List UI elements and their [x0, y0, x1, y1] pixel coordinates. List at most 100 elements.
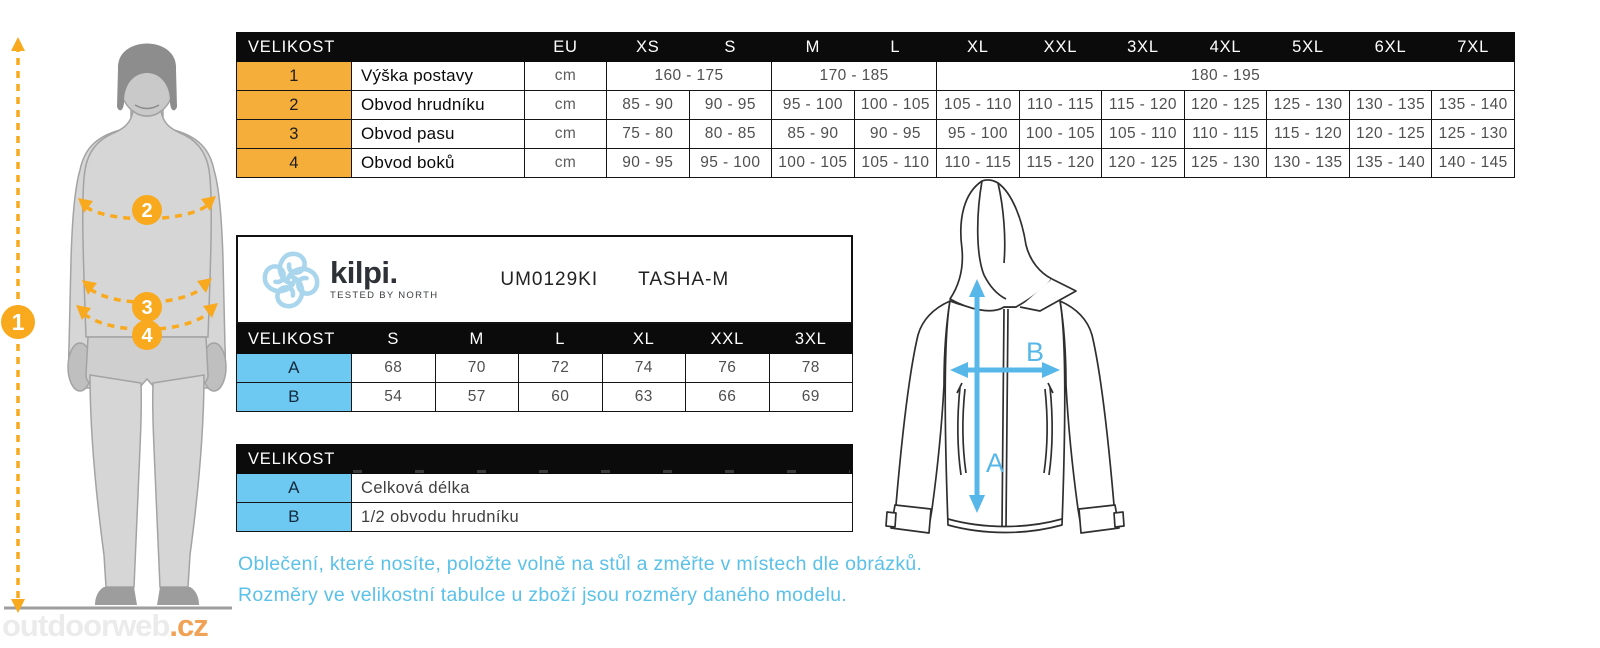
- badge-3: 3: [141, 297, 152, 319]
- value-cell: 170 - 185: [771, 61, 938, 91]
- brand-tagline: TESTED BY NORTH: [330, 290, 439, 301]
- watermark-name: outdoorweb: [2, 608, 170, 643]
- label-a: A: [986, 448, 1004, 478]
- table-row: 3 Obvod pasu cm 75 - 80 80 - 85 85 - 90 …: [236, 119, 1515, 149]
- product-code: UM0129KI: [500, 268, 599, 290]
- value-cell: 76: [685, 353, 770, 383]
- size-col-header: 5XL: [1266, 32, 1350, 62]
- measure-arrowheads: [11, 37, 218, 613]
- product-name: TASHA-M: [638, 268, 730, 290]
- velikost-header: VELIKOST: [236, 444, 853, 474]
- row-label-cell: Obvod boků: [350, 148, 526, 178]
- size-col-header: 4XL: [1183, 32, 1268, 62]
- value-cell: 60: [518, 382, 603, 412]
- value-cell: 57: [434, 382, 519, 412]
- value-cell: 135 - 140: [1431, 90, 1515, 120]
- value-cell: 115 - 120: [1018, 148, 1103, 178]
- table-row: B 1/2 obvodu hrudníku: [236, 502, 853, 532]
- row-label-cell: Obvod pasu: [350, 119, 526, 149]
- size-col-header: M: [434, 324, 519, 354]
- value-cell: 105 - 110: [1101, 119, 1185, 149]
- eu-header: EU: [524, 32, 608, 62]
- product-info-box: kilpi. TESTED BY NORTH UM0129KI TASHA-M: [236, 235, 853, 324]
- value-cell: 120 - 125: [1348, 119, 1433, 149]
- measure-key-cell: B: [236, 502, 352, 532]
- measure-description: Celková délka: [351, 473, 853, 503]
- site-watermark: outdoorweb.cz: [2, 608, 209, 644]
- value-cell: 69: [768, 382, 853, 412]
- row-number-cell: 1: [236, 61, 352, 91]
- value-cell: 90 - 95: [688, 90, 773, 120]
- badge-4: 4: [141, 325, 153, 347]
- size-col-header: 7XL: [1431, 32, 1515, 62]
- waist-measure-arc: [88, 285, 206, 304]
- size-col-header: L: [518, 324, 603, 354]
- size-col-header: M: [771, 32, 855, 62]
- table-row: 4 Obvod boků cm 90 - 95 95 - 100 100 - 1…: [236, 148, 1515, 178]
- label-b: B: [1026, 337, 1044, 367]
- value-cell: 125 - 130: [1266, 90, 1350, 120]
- value-cell: 70: [434, 353, 519, 383]
- legend-table-header: VELIKOST: [236, 444, 853, 474]
- value-cell: 110 - 115: [1183, 119, 1268, 149]
- brand-wordmark: kilpi.: [330, 255, 398, 290]
- unit-cell: cm: [524, 119, 608, 149]
- size-col-header: XXL: [685, 324, 770, 354]
- measure-key-cell: A: [236, 353, 352, 383]
- value-cell: 90 - 95: [606, 148, 690, 178]
- value-cell: 95 - 100: [771, 90, 855, 120]
- measure-badges: 1 2 3 4: [1, 195, 162, 350]
- body-measurement-diagram: 1 2 3 4: [1, 37, 232, 613]
- size-col-header: 3XL: [1101, 32, 1185, 62]
- note-line-1: Oblečení, které nosíte, položte volně na…: [238, 553, 923, 575]
- value-cell: 66: [685, 382, 770, 412]
- value-cell: 63: [601, 382, 686, 412]
- value-cell: 78: [768, 353, 853, 383]
- value-cell: 115 - 120: [1266, 119, 1350, 149]
- value-cell: 130 - 135: [1266, 148, 1350, 178]
- measure-description: 1/2 obvodu hrudníku: [351, 502, 853, 532]
- value-cell: 110 - 115: [936, 148, 1020, 178]
- jacket-measurement-diagram: A B: [885, 179, 1125, 534]
- value-cell: 160 - 175: [606, 61, 773, 91]
- unit-cell: cm: [524, 61, 608, 91]
- value-cell: 130 - 135: [1348, 90, 1433, 120]
- value-cell: 95 - 100: [936, 119, 1020, 149]
- value-cell: 180 - 195: [936, 61, 1515, 91]
- value-cell: 100 - 105: [853, 90, 938, 120]
- table-row: 1 Výška postavy cm 160 - 175 170 - 185 1…: [236, 61, 1515, 91]
- measure-key-cell: B: [236, 382, 352, 412]
- garment-size-table-header: VELIKOST S M L XL XXL 3XL: [236, 324, 853, 354]
- table-row: B 54 57 60 63 66 69: [236, 382, 853, 412]
- table-row: 2 Obvod hrudníku cm 85 - 90 90 - 95 95 -…: [236, 90, 1515, 120]
- garment-size-table: VELIKOST S M L XL XXL 3XL A 68 70 72 74 …: [236, 324, 853, 412]
- value-cell: 74: [601, 353, 686, 383]
- value-cell: 140 - 145: [1431, 148, 1515, 178]
- kilpi-logo: kilpi. TESTED BY NORTH: [260, 247, 438, 313]
- size-col-header: XS: [606, 32, 690, 62]
- value-cell: 80 - 85: [688, 119, 773, 149]
- value-cell: 135 - 140: [1348, 148, 1433, 178]
- value-cell: 72: [518, 353, 603, 383]
- value-cell: 125 - 130: [1431, 119, 1515, 149]
- badge-2: 2: [141, 200, 152, 222]
- value-cell: 105 - 110: [853, 148, 938, 178]
- size-col-header: 6XL: [1348, 32, 1433, 62]
- size-col-header: L: [853, 32, 938, 62]
- value-cell: 95 - 100: [688, 148, 773, 178]
- unit-cell: cm: [524, 90, 608, 120]
- value-cell: 105 - 110: [936, 90, 1020, 120]
- velikost-header: VELIKOST: [236, 324, 352, 354]
- eu-size-table: VELIKOST EU XS S M L XL XXL 3XL 4XL 5XL …: [235, 32, 1515, 178]
- eu-size-table-header: VELIKOST EU XS S M L XL XXL 3XL 4XL 5XL …: [235, 32, 1515, 62]
- size-col-header: 3XL: [768, 324, 853, 354]
- value-cell: 54: [351, 382, 436, 412]
- table-row: A 68 70 72 74 76 78: [236, 353, 853, 383]
- value-cell: 125 - 130: [1183, 148, 1268, 178]
- jacket-measure-labels: A B: [986, 337, 1044, 478]
- value-cell: 115 - 120: [1101, 90, 1185, 120]
- unit-cell: cm: [524, 148, 608, 178]
- value-cell: 90 - 95: [853, 119, 938, 149]
- badge-1: 1: [12, 309, 25, 335]
- measurement-legend-table: VELIKOST A Celková délka B 1/2 obvodu hr…: [236, 444, 853, 532]
